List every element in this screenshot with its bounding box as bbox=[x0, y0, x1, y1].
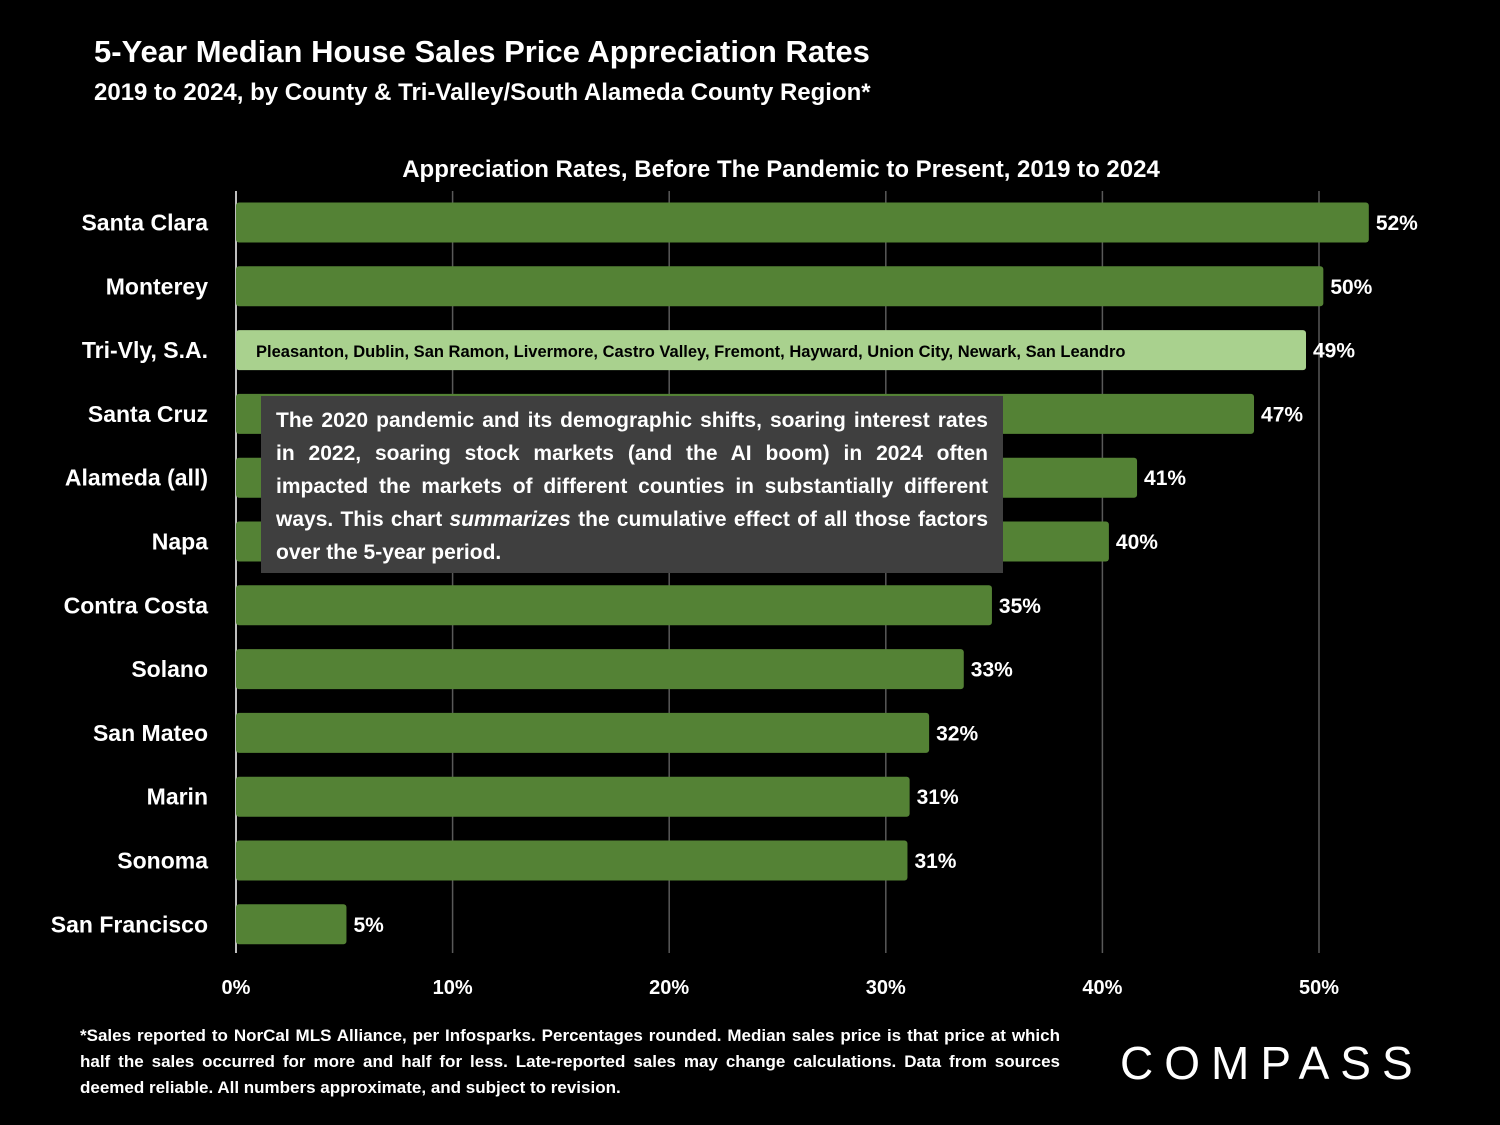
x-tick-label: 40% bbox=[1082, 977, 1122, 999]
data-label: 41% bbox=[1144, 467, 1186, 490]
x-tick-label: 10% bbox=[433, 977, 473, 999]
compass-logo: COMPASS bbox=[1120, 1037, 1424, 1089]
x-tick-label: 20% bbox=[649, 977, 689, 999]
x-tick-label: 50% bbox=[1299, 977, 1339, 999]
bar bbox=[236, 712, 930, 753]
bar-note-label: Pleasanton, Dublin, San Ramon, Livermore… bbox=[256, 343, 1126, 361]
category-label: San Mateo bbox=[93, 720, 208, 746]
category-label: Santa Clara bbox=[81, 210, 208, 236]
category-label: Monterey bbox=[106, 273, 208, 299]
bar bbox=[236, 904, 347, 945]
data-label: 35% bbox=[999, 595, 1041, 618]
chart-subtitle: 2019 to 2024, by County & Tri-Valley/Sou… bbox=[94, 79, 871, 106]
data-label: 31% bbox=[917, 786, 959, 809]
callout-box: The 2020 pandemic and its demographic sh… bbox=[261, 396, 1003, 573]
bar bbox=[236, 202, 1369, 243]
bar bbox=[236, 585, 992, 626]
data-label: 31% bbox=[914, 850, 956, 873]
data-label: 49% bbox=[1313, 340, 1355, 363]
data-label: 40% bbox=[1116, 531, 1158, 554]
data-label: 5% bbox=[353, 914, 384, 937]
footnote: *Sales reported to NorCal MLS Alliance, … bbox=[80, 1026, 1060, 1097]
category-label: Marin bbox=[147, 784, 208, 810]
bar bbox=[236, 330, 1307, 371]
bar bbox=[236, 840, 908, 881]
callout-emphasis: summarizes bbox=[449, 508, 571, 531]
chart-title-main: 5-Year Median House Sales Price Apprecia… bbox=[94, 34, 870, 69]
category-label: Alameda (all) bbox=[65, 465, 208, 491]
category-label: Santa Cruz bbox=[88, 401, 208, 427]
callout-text-1: The 2020 pandemic and its demographic sh… bbox=[276, 409, 988, 531]
category-label: Tri-Vly, S.A. bbox=[82, 337, 208, 363]
category-label: Sonoma bbox=[117, 848, 208, 874]
data-label: 52% bbox=[1376, 212, 1418, 235]
category-label: Solano bbox=[131, 656, 208, 682]
data-label: 33% bbox=[971, 659, 1013, 682]
x-tick-label: 0% bbox=[222, 977, 251, 999]
callout-text-2: the cumulative effect of all those facto… bbox=[276, 508, 989, 564]
x-tick-label: 30% bbox=[866, 977, 906, 999]
data-label: 32% bbox=[936, 722, 978, 745]
plot-title: Appreciation Rates, Before The Pandemic … bbox=[402, 156, 1160, 183]
data-label: 47% bbox=[1261, 403, 1303, 426]
data-label: 50% bbox=[1330, 276, 1372, 299]
category-label: Napa bbox=[152, 529, 208, 555]
category-label: Contra Costa bbox=[64, 592, 209, 618]
bar bbox=[236, 776, 910, 817]
category-label: San Francisco bbox=[51, 911, 208, 937]
bar bbox=[236, 649, 964, 690]
bar bbox=[236, 266, 1324, 307]
